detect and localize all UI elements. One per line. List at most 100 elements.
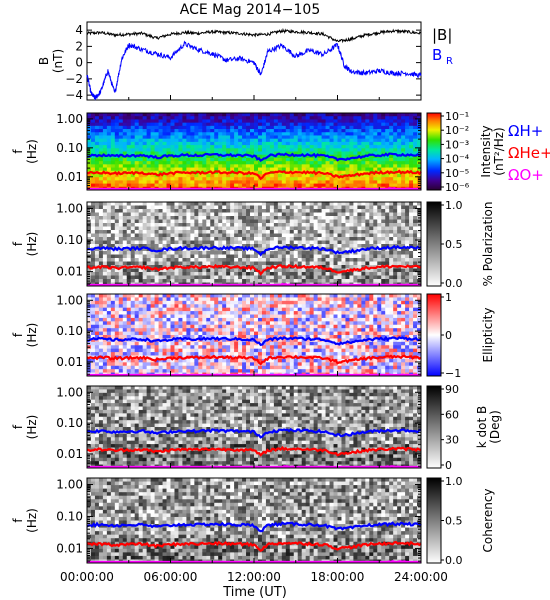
spectrogram-cell: [106, 154, 112, 159]
spectrogram-cell: [277, 173, 283, 178]
spectrogram-cell: [154, 122, 159, 127]
spectrogram-cell: [361, 219, 366, 224]
spectrogram-cell: [397, 145, 402, 149]
spectrogram-cell: [289, 226, 295, 231]
spectrogram-cell: [321, 223, 326, 227]
spectrogram-cell: [206, 331, 211, 336]
spectrogram-cell: [321, 116, 326, 120]
spectrogram-cell: [94, 138, 100, 143]
spectrogram-cell: [198, 272, 203, 276]
spectrogram-cell: [110, 226, 116, 231]
spectrogram-cell: [293, 205, 299, 210]
spectrogram-cell: [289, 167, 295, 172]
spectrogram-cell: [166, 324, 171, 329]
spectrogram-cell: [325, 209, 330, 213]
spectrogram-cell: [341, 151, 346, 156]
colorbar-tick-label: 0.0: [445, 277, 463, 290]
spectrogram-cell: [194, 237, 199, 241]
spectrogram-cell: [134, 314, 140, 319]
spectrogram-cell: [369, 135, 374, 140]
spectrogram-cell: [313, 209, 319, 213]
spectrogram-cell: [417, 240, 422, 245]
spectrogram-cell: [257, 265, 263, 269]
spectrogram-cell: [126, 261, 132, 266]
spectrogram-cell: [118, 331, 124, 336]
spectrogram-cell: [174, 314, 179, 319]
spectrogram-cell: [234, 183, 239, 188]
spectrogram-cell: [118, 244, 124, 248]
spectrogram-cell: [174, 132, 179, 136]
spectrogram-cell: [353, 279, 358, 283]
spectrogram-cell: [385, 251, 390, 255]
spectrogram-cell: [293, 148, 299, 152]
spectrogram-cell: [377, 272, 382, 276]
spectrogram-cell: [257, 275, 263, 280]
spectrogram-cell: [182, 275, 187, 280]
spectrogram-cell: [273, 135, 279, 140]
spectrogram-cell: [154, 170, 159, 175]
spectrogram-cell: [297, 151, 303, 156]
spectrogram-cell: [321, 180, 326, 184]
spectrogram-cell: [246, 209, 251, 213]
spectrogram-cell: [190, 294, 195, 298]
spectrogram-cell: [102, 341, 108, 346]
spectrogram-cell: [106, 335, 112, 339]
spectrogram-cell: [393, 279, 398, 283]
spectrogram-cell: [194, 157, 199, 162]
spectrogram-cell: [385, 183, 390, 188]
spectrogram-cell: [385, 173, 390, 178]
spectrogram-cell: [321, 145, 326, 149]
spectrogram-cell: [269, 125, 275, 130]
spectrogram-cell: [166, 180, 171, 184]
spectrogram-cell: [250, 151, 255, 156]
spectrogram-cell: [325, 145, 330, 149]
colorbar-tick-label: 10⁻⁴: [445, 153, 470, 166]
spectrogram-cell: [150, 119, 155, 124]
spectrogram-cell: [202, 258, 207, 262]
spectrogram-cell: [226, 138, 231, 143]
spectrogram-cell: [265, 129, 271, 133]
spectrogram-cell: [170, 116, 175, 120]
spectrogram-cell: [142, 161, 148, 165]
spectrogram-cell: [158, 279, 163, 283]
spectrogram-cell: [206, 251, 211, 255]
spectrogram-cell: [87, 209, 92, 213]
spectrogram-cell: [305, 202, 311, 206]
spectrogram-cell: [150, 297, 155, 302]
spectrogram-cell: [166, 113, 171, 117]
spectrogram-cell: [134, 125, 140, 130]
spectrogram-cell: [94, 247, 100, 252]
spectrogram-cell: [122, 317, 128, 322]
spectrogram-cell: [246, 164, 251, 168]
spectrogram-cell: [333, 258, 338, 262]
spectrogram-cell: [222, 233, 227, 238]
spectrogram-cell: [393, 154, 398, 159]
spectrogram-cell: [341, 132, 346, 136]
spectrogram-cell: [405, 129, 410, 133]
spectrogram-cell: [349, 212, 354, 217]
spectrogram-cell: [94, 233, 100, 238]
spectrogram-cell: [277, 230, 283, 234]
spectrogram-cell: [142, 119, 148, 124]
spectrogram-cell: [90, 138, 96, 143]
spectrogram-cell: [194, 135, 199, 140]
spectrogram-cell: [293, 254, 299, 259]
spectrogram-cell: [254, 113, 259, 117]
spectrogram-cell: [401, 240, 406, 245]
spectrogram-cell: [309, 122, 315, 127]
spectrogram-cell: [138, 167, 144, 172]
spectrogram-cell: [341, 167, 346, 172]
spectrogram-cell: [142, 341, 148, 346]
spectrogram-cell: [150, 247, 155, 252]
spectrogram-cell: [138, 148, 144, 152]
spectrogram-cell: [174, 145, 179, 149]
spectrogram-cell: [337, 138, 342, 143]
spectrogram-cell: [87, 304, 92, 309]
spectrogram-cell: [158, 341, 163, 346]
spectrogram-cell: [138, 362, 144, 367]
spectrogram-cell: [134, 180, 140, 184]
spectrogram-cell: [194, 145, 199, 149]
spectrogram-cell: [122, 230, 128, 234]
spectrogram-cell: [94, 157, 100, 162]
spectrogram-cell: [238, 135, 243, 140]
